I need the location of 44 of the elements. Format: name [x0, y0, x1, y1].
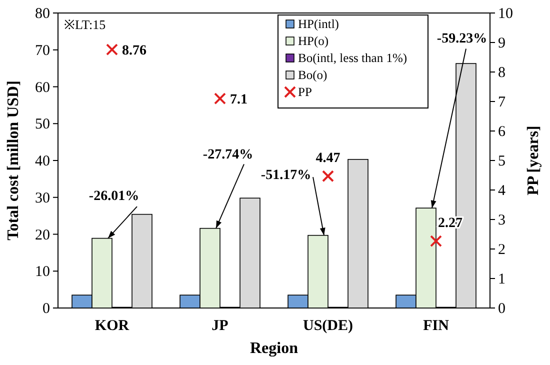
point [430, 235, 442, 248]
y2-tick-label: 10 [498, 6, 513, 22]
data-label: 7.1 [230, 92, 248, 108]
point [214, 92, 226, 105]
point [322, 170, 334, 182]
data-label: 4.47 [316, 151, 340, 166]
legend-label: HP(intl) [298, 17, 339, 31]
y-tick-label: 50 [35, 116, 50, 133]
y2-tick-label: 6 [498, 124, 506, 140]
y-tick-label: 30 [35, 190, 50, 206]
annotation: -26.01% [88, 188, 140, 204]
annotation: -27.74% [202, 148, 254, 163]
legend-label: HP(o) [298, 34, 329, 48]
y-tick-label: 0 [42, 301, 50, 317]
legend-label: Bo(intl, less than 1%) [298, 51, 408, 65]
y2-tick-label: 1 [498, 272, 506, 288]
legend-label: PP [298, 85, 312, 99]
x-tick-label: US(DE) [302, 318, 354, 334]
y-tick-label: 20 [35, 227, 50, 244]
y-tick-label: 80 [35, 6, 50, 22]
point [106, 44, 118, 56]
y2-tick-label: 8 [498, 65, 506, 81]
x-axis-title: Region [250, 340, 298, 357]
y2-tick-label: 3 [498, 212, 506, 228]
y-tick-label: 40 [35, 154, 50, 170]
y-tick-label: 70 [35, 42, 50, 59]
x-tick-label: KOR [94, 318, 130, 334]
legend-label: Bo(o) [298, 68, 328, 82]
y2-tick-label: 0 [498, 301, 506, 317]
y-axis-title: Total cost [millon USD] [5, 80, 22, 240]
y2-tick-label: 4 [498, 183, 506, 199]
annotation: ※LT:15 [64, 17, 106, 32]
y2-axis-title: PP [years] [525, 126, 542, 196]
annotation: -59.23% [436, 32, 488, 46]
x-tick-label: JP [212, 318, 228, 334]
x-tick-label: FIN [423, 318, 450, 334]
data-label: 8.76 [122, 44, 146, 59]
y2-tick-label: 5 [498, 154, 506, 170]
y-tick-label: 10 [35, 264, 50, 280]
y-tick-label: 60 [35, 80, 50, 96]
y2-tick-label: 7 [498, 94, 506, 110]
annotation: -51.17% [260, 168, 312, 183]
y2-tick-label: 2 [498, 242, 506, 258]
y2-tick-label: 9 [498, 36, 506, 52]
